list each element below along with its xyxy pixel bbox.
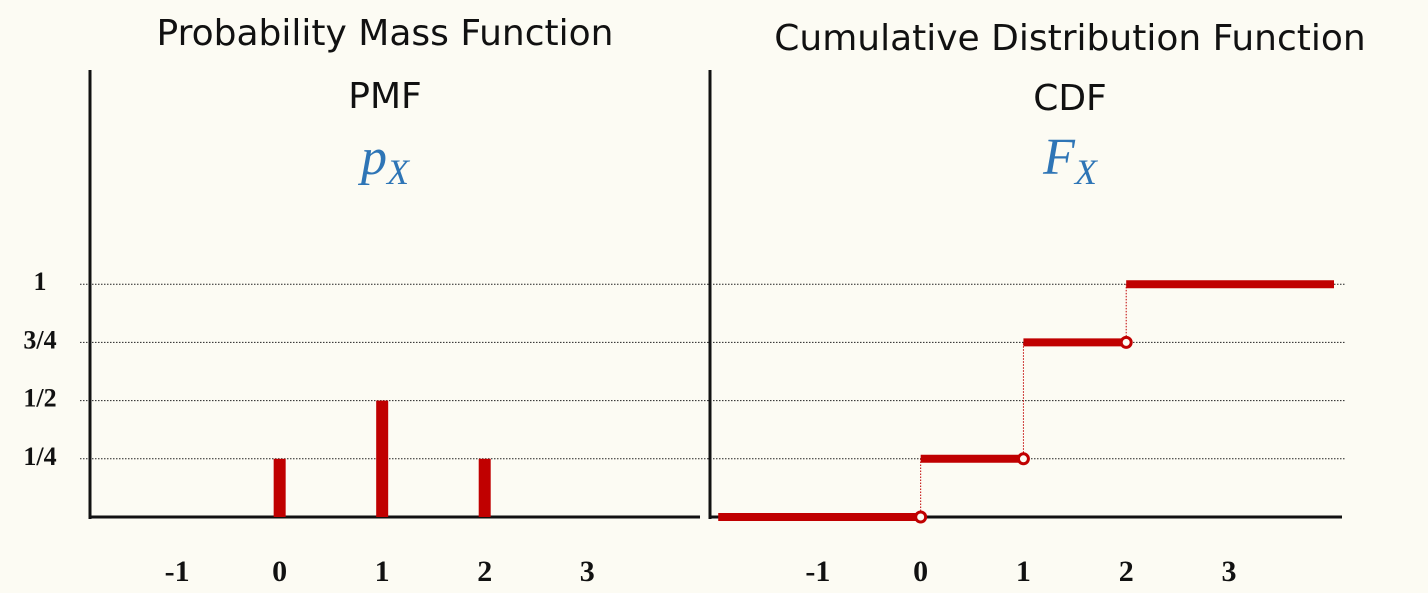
x-tick-label: 2 — [1119, 555, 1134, 588]
x-tick-label: 3 — [1221, 555, 1236, 588]
open-endpoint — [914, 510, 928, 524]
x-tick-label: 1 — [1016, 555, 1031, 588]
symbol-sub: X — [385, 152, 411, 192]
function-symbol: FX — [1042, 129, 1099, 192]
chart-subtitle: CDF — [1033, 78, 1107, 119]
y-tick-label: 1 — [34, 267, 47, 296]
open-endpoint — [1119, 335, 1133, 349]
y-tick-label: 1/2 — [23, 384, 56, 413]
x-tick-label: -1 — [805, 555, 830, 588]
chart-subtitle: PMF — [348, 76, 421, 117]
function-symbol: pX — [357, 129, 411, 192]
bar — [273, 458, 286, 517]
y-tick-label: 1/4 — [23, 442, 56, 471]
y-tick-label: 3/4 — [23, 325, 56, 354]
chart-title: Cumulative Distribution Function — [774, 18, 1366, 59]
bar — [376, 400, 389, 517]
x-tick-label: -1 — [165, 555, 190, 588]
x-tick-label: 1 — [375, 555, 390, 588]
x-tick-label: 0 — [913, 555, 928, 588]
symbol-base: p — [357, 129, 387, 186]
x-tick-label: 3 — [580, 555, 595, 588]
open-endpoint — [1016, 452, 1030, 466]
chart-title: Probability Mass Function — [157, 13, 614, 54]
symbol-base: F — [1042, 129, 1076, 186]
symbol-sub: X — [1073, 152, 1099, 192]
bar — [478, 458, 491, 517]
x-tick-label: 0 — [272, 555, 287, 588]
x-tick-label: 2 — [477, 555, 492, 588]
